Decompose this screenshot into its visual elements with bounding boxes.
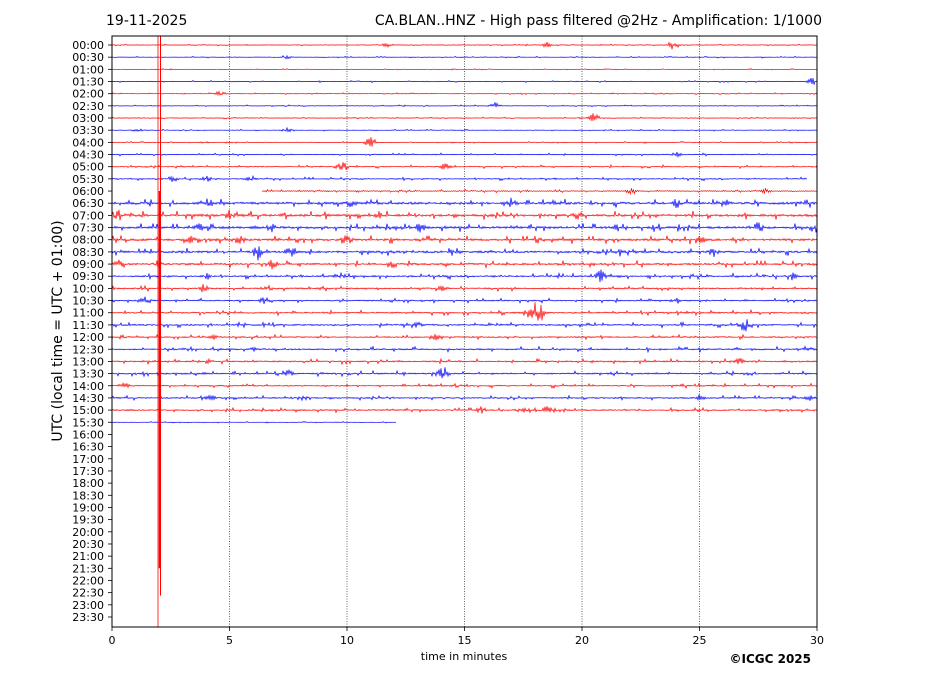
y-tick-label: 04:00 (72, 136, 104, 149)
trace-09:30 (111, 269, 818, 283)
y-tick-label: 16:30 (72, 441, 104, 454)
y-tick-label: 21:00 (72, 550, 104, 563)
trace-01:00 (111, 68, 818, 71)
y-tick-label: 08:00 (72, 234, 104, 247)
y-tick-label: 15:30 (72, 416, 104, 429)
y-tick-label: 16:00 (72, 428, 104, 441)
y-tick-label: 17:30 (72, 465, 104, 478)
y-tick-label: 10:00 (72, 282, 104, 295)
y-tick-label: 03:30 (72, 124, 104, 137)
y-tick-label: 11:00 (72, 307, 104, 320)
x-tick-label: 10 (340, 634, 354, 647)
y-tick-label: 15:00 (72, 404, 104, 417)
y-tick-label: 01:30 (72, 76, 104, 89)
y-axis-ticks: 00:0000:3001:0001:3002:0002:3003:0003:30… (72, 39, 112, 624)
trace-15:00 (111, 406, 818, 414)
trace-04:00 (111, 137, 818, 147)
y-tick-label: 14:00 (72, 380, 104, 393)
y-tick-label: 20:30 (72, 538, 104, 551)
trace-00:00 (111, 41, 818, 50)
trace-06:00 (262, 188, 817, 196)
trace-00:30 (111, 54, 818, 60)
x-tick-label: 20 (575, 634, 589, 647)
y-tick-label: 17:00 (72, 453, 104, 466)
y-tick-label: 00:30 (72, 51, 104, 64)
y-tick-label: 04:30 (72, 149, 104, 162)
trace-07:00 (111, 209, 818, 221)
trace-08:30 (111, 246, 818, 261)
chart-title: CA.BLAN..HNZ - High pass filtered @2Hz -… (375, 13, 822, 29)
y-tick-label: 22:30 (72, 587, 104, 600)
trace-05:30 (111, 174, 807, 182)
y-tick-label: 23:30 (72, 611, 104, 624)
trace-13:30 (111, 367, 818, 379)
y-tick-label: 09:00 (72, 258, 104, 271)
y-tick-label: 18:00 (72, 477, 104, 490)
trace-05:00 (111, 162, 818, 171)
x-tick-label: 0 (109, 634, 116, 647)
trace-10:30 (111, 296, 818, 304)
y-tick-label: 02:30 (72, 100, 104, 113)
y-tick-label: 21:30 (72, 562, 104, 575)
y-tick-label: 22:00 (72, 574, 104, 587)
trace-02:30 (111, 102, 818, 108)
y-tick-label: 00:00 (72, 39, 104, 52)
y-tick-label: 07:30 (72, 222, 104, 235)
y-tick-label: 06:00 (72, 185, 104, 198)
y-tick-label: 12:00 (72, 331, 104, 344)
y-tick-label: 06:30 (72, 197, 104, 210)
trace-09:00 (111, 259, 818, 270)
y-tick-label: 05:00 (72, 161, 104, 174)
y-tick-label: 13:00 (72, 355, 104, 368)
trace-11:00 (111, 302, 818, 321)
y-tick-label: 12:30 (72, 343, 104, 356)
trace-02:00 (111, 90, 818, 97)
spike-artifact (157, 36, 161, 627)
trace-14:00 (111, 382, 818, 389)
chart-date: 19-11-2025 (106, 13, 187, 29)
y-tick-label: 23:00 (72, 599, 104, 612)
x-axis-ticks: 0 5 10 15 20 25 30 (109, 627, 824, 647)
trace-13:00 (111, 357, 818, 366)
trace-11:30 (111, 319, 818, 332)
y-tick-label: 03:00 (72, 112, 104, 125)
copyright-notice: ©ICGC 2025 (729, 652, 811, 666)
y-tick-label: 19:30 (72, 514, 104, 527)
trace-12:00 (111, 333, 818, 341)
trace-04:30 (111, 152, 818, 159)
y-tick-label: 11:30 (72, 319, 104, 332)
vertical-gridlines (229, 36, 700, 627)
trace-01:30 (111, 78, 818, 85)
trace-03:00 (111, 113, 818, 122)
trace-03:30 (111, 126, 818, 133)
y-tick-label: 13:30 (72, 368, 104, 381)
x-tick-label: 5 (226, 634, 233, 647)
y-tick-label: 02:00 (72, 88, 104, 101)
trace-15:30 (111, 421, 397, 424)
y-tick-label: 19:00 (72, 501, 104, 514)
y-tick-label: 01:00 (72, 63, 104, 76)
trace-07:30 (111, 222, 818, 233)
x-tick-label: 15 (458, 634, 472, 647)
trace-08:00 (111, 235, 818, 245)
trace-10:00 (111, 284, 818, 293)
y-tick-label: 10:30 (72, 295, 104, 308)
y-tick-label: 18:30 (72, 489, 104, 502)
y-axis-label: UTC (local time = UTC + 01:00) (50, 220, 66, 441)
x-tick-label: 30 (810, 634, 824, 647)
x-axis-label: time in minutes (421, 650, 508, 663)
seismic-traces (111, 41, 818, 424)
trace-06:30 (111, 197, 818, 208)
trace-12:30 (111, 345, 818, 354)
x-tick-label: 25 (693, 634, 707, 647)
y-tick-label: 05:30 (72, 173, 104, 186)
y-tick-label: 08:30 (72, 246, 104, 259)
y-tick-label: 09:30 (72, 270, 104, 283)
y-tick-label: 14:30 (72, 392, 104, 405)
y-tick-label: 20:00 (72, 526, 104, 539)
trace-14:30 (111, 394, 818, 402)
y-tick-label: 07:00 (72, 209, 104, 222)
